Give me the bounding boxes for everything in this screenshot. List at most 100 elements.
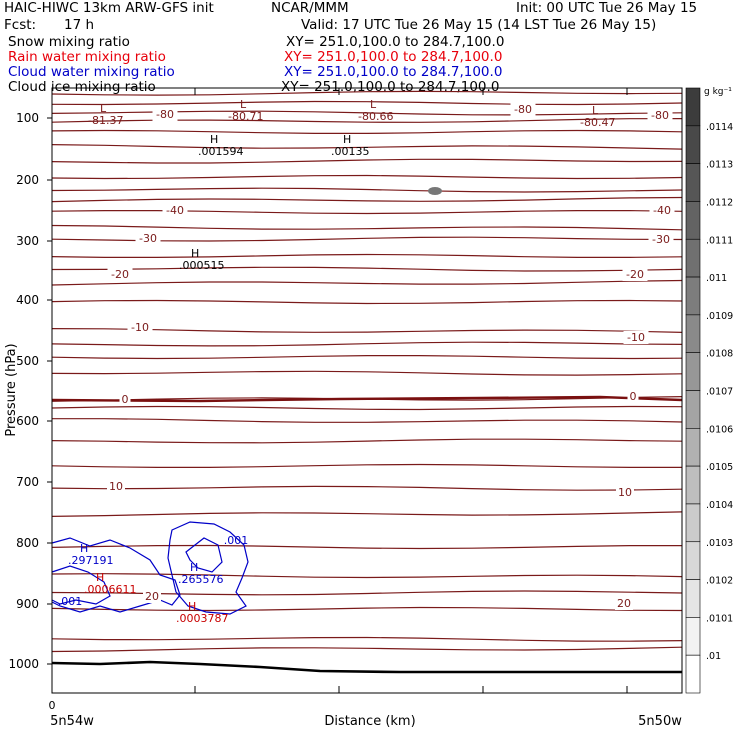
temperature-contour [51,485,683,491]
temperature-contour [51,405,683,411]
contour-label-bg [616,486,634,499]
plot-frame [51,87,683,694]
contour-label-bg [627,390,639,403]
colorbar-bin [685,201,701,240]
colorbar-bin [685,503,701,543]
colorbar-unit: g kg⁻¹ [704,87,732,97]
temperature-contour [51,573,683,579]
temperature-contour [51,196,683,203]
temperature-contour [51,606,683,612]
contour-label: 10 [109,480,123,493]
temperature-contour [51,266,683,272]
colorbar-label: .0109 [706,311,733,322]
colorbar-bin [685,87,701,127]
temperature-contour [51,174,683,180]
temperature-contour [52,418,683,423]
contour-label: 10 [618,486,632,499]
temperature-contour [51,341,683,347]
zero-isotherm [51,395,683,403]
x-left-label: 5n54w [50,714,94,729]
field-name-snow: Snow mixing ratio [8,34,130,50]
contour-label-bg [152,108,178,121]
colorbar-label: .0108 [706,349,733,360]
temperature-contour [51,636,683,642]
temperature-contour [51,299,683,305]
y-tick-label: 400 [16,293,39,307]
y-tick-label: 800 [16,536,39,550]
model-title: HAIC-HIWC 13km ARW-GFS init [4,0,214,16]
contour-label: .001 [224,534,249,547]
field-xy-cloudice: XY= 251.0,100.0 to 284.7,100.0 [281,79,500,95]
colorbar-bin [685,465,701,505]
org-label: NCAR/MMM [271,0,349,16]
colorbar-label: .0111 [706,235,733,246]
extremum-value: -81.37 [88,114,123,127]
temperature-contour [51,370,683,376]
fcst-label: Fcst: [4,17,37,33]
extremum-value: -80.47 [580,116,615,129]
cloud-ice-shading [428,187,442,195]
contour-label-bg [107,268,133,281]
contour-label: -30 [652,233,670,246]
extremum-value: .00135 [331,145,370,158]
colorbar-label: .0104 [706,500,733,511]
contour-label-bg [647,109,673,122]
colorbar-bin [685,125,701,164]
extremum-value: .265576 [178,573,224,586]
temperature-contour [51,187,683,193]
extremum-marker: H [191,247,199,260]
temperature-contour [51,544,682,550]
colorbar-bin [685,541,701,580]
cloud-water-contour [185,537,223,573]
y-tick-label: 900 [16,597,39,611]
colorbar-label: .0105 [706,462,733,473]
contour-label-bg [615,597,633,610]
contour-label: -30 [139,232,157,245]
extremum-marker: H [343,133,351,146]
extremum-value: .297191 [68,554,114,567]
x-start-label: 0 [49,699,56,712]
temperature-contour [51,144,683,150]
init-time: Init: 00 UTC Tue 26 May 15 [516,0,698,16]
y-tick-label: 700 [16,475,39,489]
x-right-label: 5n50w [638,714,682,729]
x-axis-title: Distance (km) [324,714,415,729]
field-xy-cloudwater: XY= 251.0,100.0 to 284.7,100.0 [284,64,503,80]
extremum-value: -80.71 [228,110,263,123]
colorbar-bin [685,276,701,316]
extremum-marker: L [240,98,247,111]
colorbar-label: .0112 [706,197,733,208]
temperature-contour [51,90,683,96]
colorbar-bin [685,654,701,694]
temperature-contour [51,100,683,106]
colorbar-bin [685,617,701,656]
contour-label: -20 [626,268,644,281]
colorbar-label: .0107 [706,387,733,398]
extremum-marker: L [370,98,377,111]
extremum-marker: L [100,102,107,115]
temperature-contour [51,646,683,653]
colorbar-bin [685,238,701,278]
colorbar-label: .0114 [706,122,733,133]
extremum-marker: H [96,571,104,584]
colorbar-label: .0103 [706,538,733,549]
contour-label: -10 [627,331,645,344]
temperature-contour [51,210,683,215]
terrain-line [51,660,682,674]
y-tick-label: 600 [16,414,39,428]
contour-label: 20 [145,590,159,603]
contour-label-bg [649,204,675,217]
y-tick-label: 1000 [8,657,39,671]
contour-label-bg [107,480,125,493]
field-name-rain: Rain water mixing ratio [8,49,166,65]
contour-label: -80 [156,108,174,121]
fcst-value: 17 h [64,17,95,33]
colorbar-bin [685,163,701,202]
contour-label: -80 [514,103,532,116]
colorbar-label: .011 [706,273,727,284]
y-tick-label: 200 [16,173,39,187]
extremum-value: .001594 [198,145,244,158]
temperature-contour [51,463,682,468]
cloud-water-contour [167,521,249,615]
